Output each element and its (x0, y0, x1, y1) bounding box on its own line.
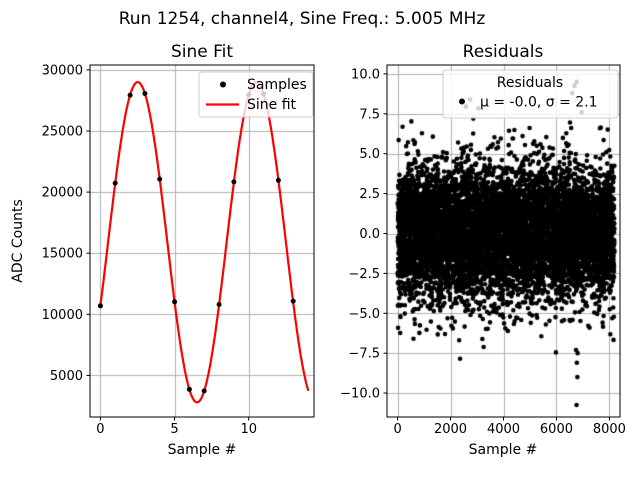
legend-sine-fit-label: Sine fit (247, 97, 297, 113)
residuals-plot-xlabel: Sample # (469, 442, 538, 458)
sample-point (216, 302, 222, 307)
x-tick-label: 5 (170, 422, 178, 437)
y-tick-label: 30000 (42, 63, 83, 78)
x-tick-label: 6000 (540, 422, 573, 437)
sine-fit-legend-box (198, 71, 314, 118)
y-tick-label: 2.5 (359, 187, 380, 202)
y-tick-label: 10000 (42, 308, 83, 323)
y-tick-label: 10.0 (351, 67, 380, 82)
sine-fit-plot-title: Sine Fit (171, 42, 233, 62)
sample-point (142, 91, 148, 96)
y-tick-label: 20000 (42, 186, 83, 201)
sample-point (172, 299, 178, 305)
x-tick-label: 4000 (487, 422, 520, 437)
sample-point (157, 176, 163, 182)
x-tick-label: 10 (240, 422, 257, 437)
x-tick-label: 0 (393, 422, 401, 437)
residuals-legend: Residuals μ = -0.0, σ = 2.1 (442, 69, 619, 119)
sample-point (275, 177, 281, 183)
sample-point (127, 92, 133, 98)
legend-samples-label: Samples (247, 77, 307, 93)
x-tick-label: 2000 (434, 422, 467, 437)
sine-fit-plot-xlabel: Sample # (168, 442, 237, 458)
sample-point (186, 386, 192, 392)
legend-residuals-stats-label: μ = -0.0, σ = 2.1 (480, 95, 598, 111)
legend-samples-marker (220, 81, 226, 88)
sine-fit-curve (99, 80, 310, 404)
figure-suptitle: Run 1254, channel4, Sine Freq.: 5.005 MH… (119, 9, 486, 29)
y-tick-label: 0.0 (359, 227, 380, 242)
sine-fit-plot-spines (89, 64, 315, 418)
y-tick-label: 5.0 (359, 147, 380, 162)
sine-fit-legend: Samples Sine fit (198, 71, 314, 118)
x-tick-label: 0 (96, 422, 104, 437)
sample-point (97, 303, 103, 309)
legend-residuals-marker (459, 98, 465, 105)
y-tick-label: 5000 (50, 369, 83, 384)
x-tick-label: 8000 (593, 422, 626, 437)
sample-point (201, 388, 207, 394)
y-tick-label: 7.5 (359, 107, 380, 122)
y-tick-label: 25000 (42, 125, 83, 140)
y-tick-label: −5.0 (348, 307, 380, 322)
sample-point (290, 298, 296, 304)
y-tick-label: 15000 (42, 247, 83, 262)
sample-point (112, 180, 118, 186)
residuals-plot-title: Residuals (463, 42, 544, 62)
sample-point (231, 179, 237, 185)
y-tick-label: −10.0 (340, 387, 380, 402)
sine-fit-plot-ylabel: ADC Counts (10, 199, 26, 282)
y-tick-label: −2.5 (348, 267, 380, 282)
residuals-legend-box (442, 69, 619, 119)
residuals-legend-title: Residuals (497, 75, 563, 91)
y-tick-label: −7.5 (348, 347, 380, 362)
